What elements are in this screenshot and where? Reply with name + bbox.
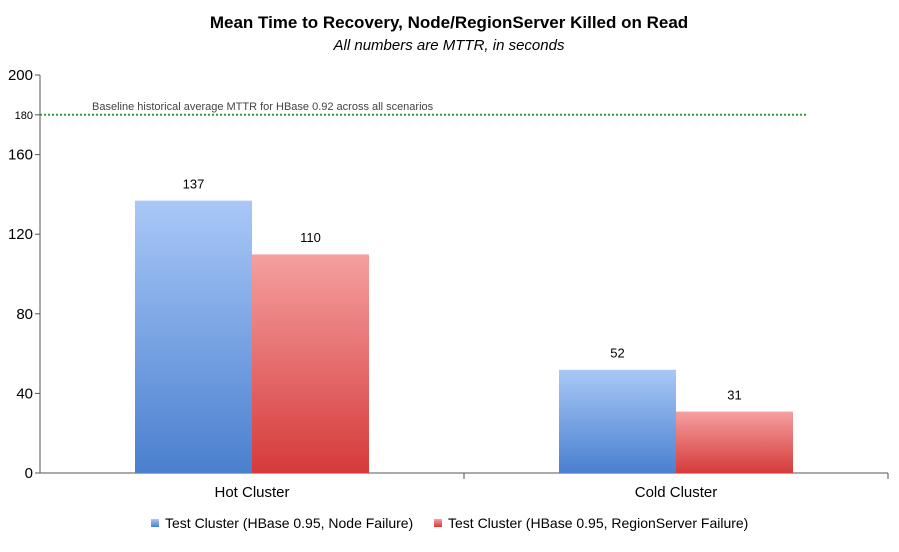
baseline: Baseline historical average MTTR for HBa… <box>40 101 807 116</box>
bars <box>135 199 793 473</box>
legend-label-node-failure: Test Cluster (HBase 0.95, Node Failure) <box>165 515 413 531</box>
y-tick-label: 80 <box>16 306 33 323</box>
y-tick-label: 0 <box>25 465 33 482</box>
legend-swatch-node-failure <box>151 519 159 527</box>
legend-label-regionserver-failure: Test Cluster (HBase 0.95, RegionServer F… <box>448 515 748 531</box>
chart-title: Mean Time to Recovery, Node/RegionServer… <box>210 13 688 32</box>
bar-0-0 <box>135 200 252 473</box>
category-label: Hot Cluster <box>214 484 289 501</box>
bar-1-1 <box>676 411 793 473</box>
value-label: 137 <box>183 176 205 191</box>
category-labels: Hot Cluster Cold Cluster <box>214 484 717 501</box>
legend: Test Cluster (HBase 0.95, Node Failure) … <box>151 515 748 531</box>
y-tick-label: 40 <box>16 385 33 402</box>
bar-1-0 <box>559 369 676 473</box>
y-tick-label: 160 <box>8 147 33 164</box>
y-axis-ticks: 0 40 80 120 160 200 180 <box>8 67 40 482</box>
baseline-label: Baseline historical average MTTR for HBa… <box>92 101 434 113</box>
legend-swatch-regionserver-failure <box>434 519 442 527</box>
value-label: 110 <box>300 230 321 245</box>
value-label: 52 <box>610 346 624 361</box>
value-label: 31 <box>727 387 741 402</box>
chart-subtitle: All numbers are MTTR, in seconds <box>333 37 565 54</box>
y-tick-label: 200 <box>8 67 33 84</box>
value-labels: 137 110 52 31 <box>183 176 742 402</box>
bar-0-1 <box>252 254 369 473</box>
category-label: Cold Cluster <box>635 484 718 501</box>
y-tick-label: 180 <box>15 110 33 122</box>
y-tick-label: 120 <box>8 226 33 243</box>
